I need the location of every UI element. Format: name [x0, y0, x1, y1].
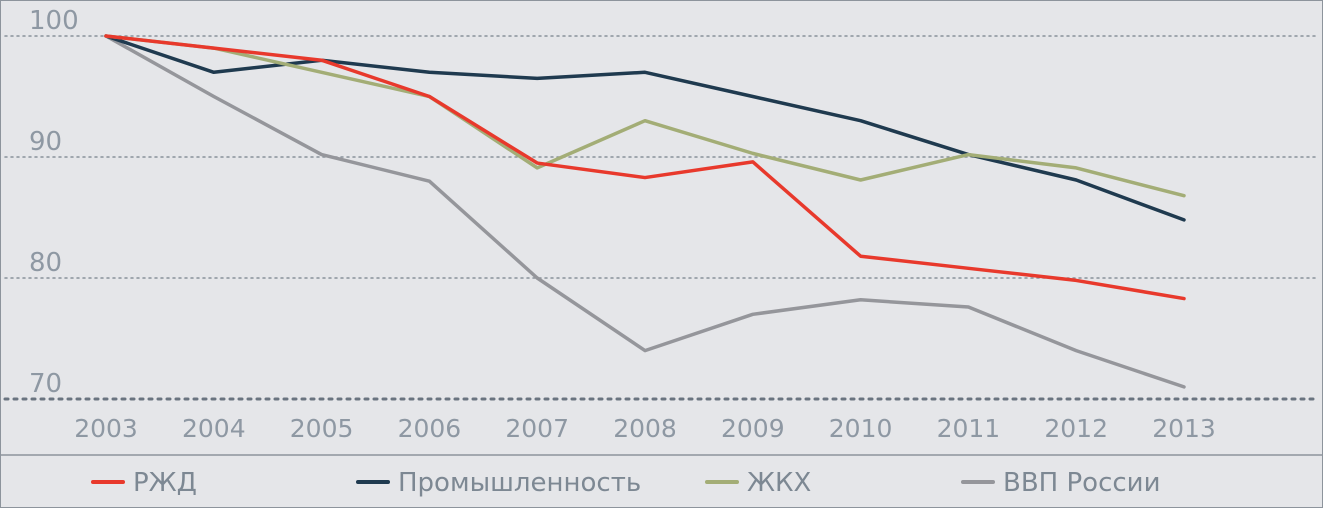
legend-label: Промышленность	[398, 468, 641, 498]
x-tick-label: 2003	[74, 414, 138, 443]
series-line-2	[104, 34, 1186, 198]
x-tick-label: 2007	[505, 414, 569, 443]
legend-item: ВВП России	[961, 468, 1160, 498]
y-tick-label: 100	[29, 6, 79, 36]
series-line-0	[104, 34, 1186, 301]
x-tick-label: 2011	[937, 414, 1001, 443]
legend-item: Промышленность	[356, 468, 641, 498]
x-tick-label: 2013	[1152, 414, 1216, 443]
y-tick-label: 70	[29, 369, 62, 399]
x-tick-label: 2006	[398, 414, 462, 443]
x-tick-label: 2005	[290, 414, 354, 443]
legend-label: РЖД	[133, 468, 197, 498]
x-tick-label: 2004	[182, 414, 246, 443]
grid-lines	[3, 35, 1319, 401]
legend: РЖД Промышленность ЖКХ ВВП России	[1, 454, 1322, 498]
legend-item: ЖКХ	[705, 468, 811, 498]
series-line-3	[104, 34, 1186, 389]
x-tick-label: 2009	[721, 414, 785, 443]
series-lines	[104, 34, 1186, 389]
legend-label: ЖКХ	[747, 468, 811, 498]
legend-label: ВВП России	[1003, 468, 1160, 498]
x-tick-label: 2010	[829, 414, 893, 443]
y-tick-label: 90	[29, 127, 62, 157]
y-tick-label: 80	[29, 248, 62, 278]
x-tick-label: 2008	[613, 414, 677, 443]
x-axis-ticks: 2003 2004 2005 2006 2007 2008 2009 2010 2011 2012…	[74, 414, 1216, 443]
y-axis-ticks: 100 90 80 70	[29, 6, 79, 399]
series-line-1	[104, 34, 1186, 222]
x-tick-label: 2012	[1044, 414, 1108, 443]
legend-item: РЖД	[91, 468, 197, 498]
